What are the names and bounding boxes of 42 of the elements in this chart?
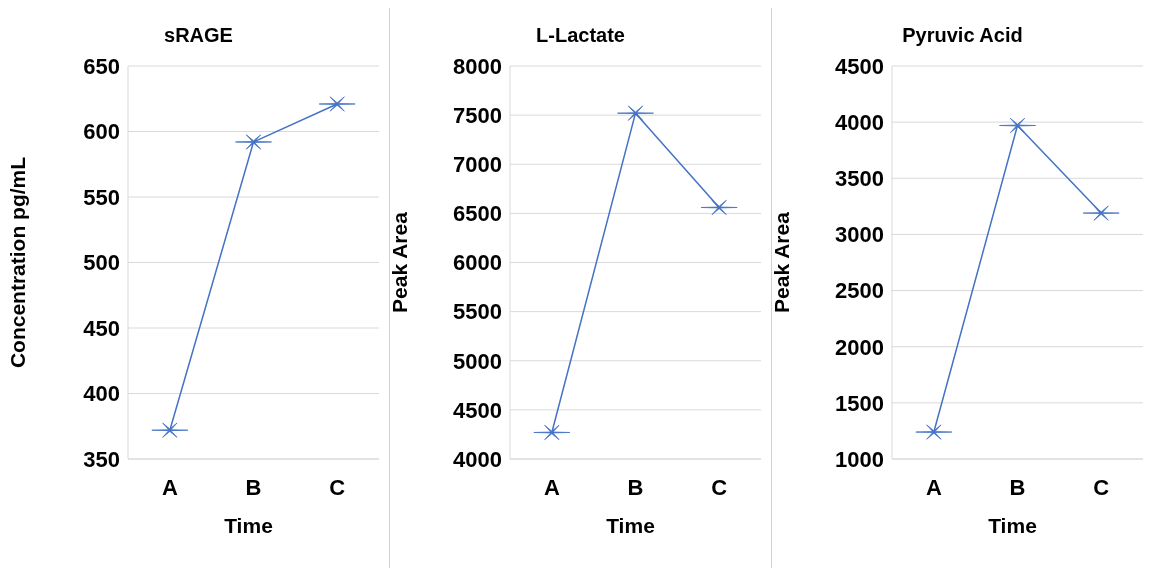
y-tick-label: 4000 xyxy=(453,446,502,472)
x-tick-label: B xyxy=(627,474,644,500)
x-tick-label: C xyxy=(711,474,728,500)
chart-title: Pyruvic Acid xyxy=(901,23,1024,48)
y-tick-label: 550 xyxy=(83,184,120,210)
y-tick-label: 5000 xyxy=(453,348,502,374)
x-tick-label: C xyxy=(329,474,346,500)
x-axis-title: Time xyxy=(987,514,1038,538)
y-tick-label: 5500 xyxy=(453,299,502,325)
y-tick-label: 6500 xyxy=(453,201,502,227)
x-axis-title: Time xyxy=(223,514,274,538)
x-tick-label: A xyxy=(543,474,560,500)
y-axis-title: Concentration pg/mL xyxy=(6,156,30,369)
x-tick-label: A xyxy=(161,474,178,500)
y-tick-label: 650 xyxy=(83,53,120,79)
y-axis-title: Peak Area xyxy=(770,211,794,313)
y-tick-label: 2000 xyxy=(835,334,884,360)
y-tick-label: 7000 xyxy=(453,152,502,178)
chart-title: sRAGE xyxy=(163,23,234,48)
x-tick-label: B xyxy=(245,474,262,500)
y-tick-label: 600 xyxy=(83,119,120,145)
y-tick-label: 4000 xyxy=(835,109,884,135)
x-axis-title: Time xyxy=(605,514,656,538)
chart-title: L-Lactate xyxy=(535,23,626,48)
y-tick-label: 3000 xyxy=(835,222,884,248)
y-tick-label: 8000 xyxy=(453,53,502,79)
x-tick-label: A xyxy=(925,474,942,500)
y-tick-label: 7500 xyxy=(453,102,502,128)
y-tick-label: 400 xyxy=(83,381,120,407)
y-axis-title: Peak Area xyxy=(388,211,412,313)
y-tick-label: 6000 xyxy=(453,250,502,276)
y-tick-label: 3500 xyxy=(835,166,884,192)
y-tick-label: 1500 xyxy=(835,390,884,416)
y-tick-label: 4500 xyxy=(453,397,502,423)
x-tick-label: C xyxy=(1093,474,1110,500)
y-tick-label: 1000 xyxy=(835,446,884,472)
y-tick-label: 500 xyxy=(83,250,120,276)
x-tick-label: B xyxy=(1009,474,1026,500)
y-tick-label: 4500 xyxy=(835,53,884,79)
y-tick-label: 350 xyxy=(83,446,120,472)
y-tick-label: 2500 xyxy=(835,278,884,304)
y-tick-label: 450 xyxy=(83,315,120,341)
